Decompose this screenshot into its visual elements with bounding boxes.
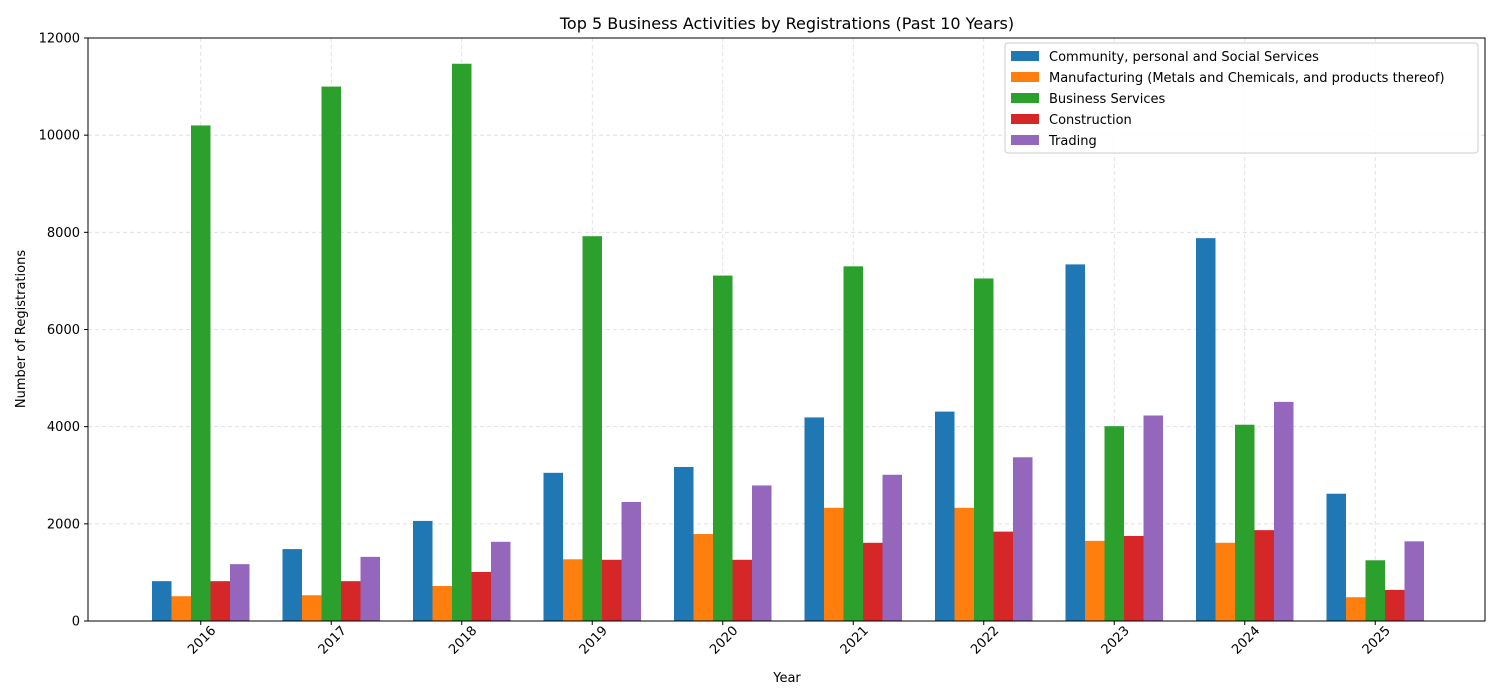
- bar: [974, 278, 994, 621]
- bar: [1385, 589, 1405, 621]
- bar: [954, 507, 974, 621]
- bar: [1143, 415, 1163, 621]
- bar: [413, 520, 433, 621]
- bar: [1065, 264, 1085, 621]
- legend-box: [1004, 42, 1479, 154]
- bar: [1404, 541, 1424, 621]
- bar: [1085, 540, 1105, 621]
- y-tick-label: 0: [72, 615, 80, 630]
- bar: [1365, 560, 1385, 621]
- bar: [230, 564, 250, 621]
- bar: [993, 531, 1013, 621]
- bar: [152, 581, 172, 621]
- bar: [282, 549, 302, 621]
- legend-label: Community, personal and Social Services: [1049, 50, 1319, 65]
- y-tick-label: 12000: [39, 32, 80, 47]
- legend-label: Trading: [1048, 134, 1097, 149]
- bar: [171, 596, 191, 621]
- bar: [360, 556, 380, 621]
- bar: [191, 125, 211, 621]
- bar: [674, 466, 694, 621]
- bar: [1274, 401, 1294, 621]
- y-tick-label: 2000: [47, 517, 80, 532]
- bar: [602, 559, 622, 621]
- bar: [804, 417, 824, 621]
- bar: [341, 581, 361, 621]
- y-tick-label: 10000: [39, 129, 80, 144]
- bar: [863, 542, 883, 621]
- bars-layer: [152, 63, 1424, 622]
- legend-label: Manufacturing (Metals and Chemicals, and…: [1049, 71, 1445, 86]
- y-tick-label: 6000: [47, 323, 80, 338]
- bar: [1215, 542, 1235, 621]
- bar: [543, 472, 563, 621]
- chart-title: Top 5 Business Activities by Registratio…: [559, 14, 1014, 33]
- legend-swatch: [1011, 114, 1039, 124]
- bar: [843, 266, 863, 621]
- bar: [1104, 426, 1124, 621]
- bar: [824, 507, 844, 621]
- bar: [935, 411, 955, 621]
- legend-swatch: [1011, 135, 1039, 145]
- bar: [432, 586, 452, 621]
- bar: [1326, 493, 1346, 621]
- bar: [582, 236, 602, 621]
- legend-label: Construction: [1049, 113, 1132, 128]
- bar: [452, 63, 472, 622]
- bar: [621, 501, 641, 621]
- bar: [1196, 238, 1216, 621]
- bar: [1124, 535, 1144, 621]
- bar: [1254, 530, 1274, 621]
- legend: Community, personal and Social Services M…: [1004, 42, 1479, 154]
- y-tick-label: 4000: [47, 420, 80, 435]
- bar: [321, 86, 341, 622]
- bar: [1346, 597, 1366, 621]
- legend-swatch: [1011, 51, 1039, 61]
- y-axis-label: Number of Registrations: [14, 250, 29, 408]
- legend-items: Community, personal and Social Services M…: [1011, 50, 1445, 149]
- x-axis-label: Year: [772, 671, 801, 686]
- legend-swatch: [1011, 72, 1039, 82]
- bar: [1235, 424, 1255, 621]
- bar: [210, 581, 230, 621]
- legend-label: Business Services: [1049, 92, 1166, 107]
- y-tick-label: 8000: [47, 226, 80, 241]
- bar: [471, 571, 491, 621]
- bar: [882, 474, 902, 621]
- bar: [693, 534, 713, 621]
- bar: [1013, 457, 1033, 621]
- bar: [752, 485, 772, 621]
- bar: [563, 559, 583, 621]
- bar: [713, 275, 733, 621]
- bar: [491, 541, 511, 621]
- legend-swatch: [1011, 93, 1039, 103]
- bar: [302, 595, 322, 621]
- bar: [732, 559, 752, 621]
